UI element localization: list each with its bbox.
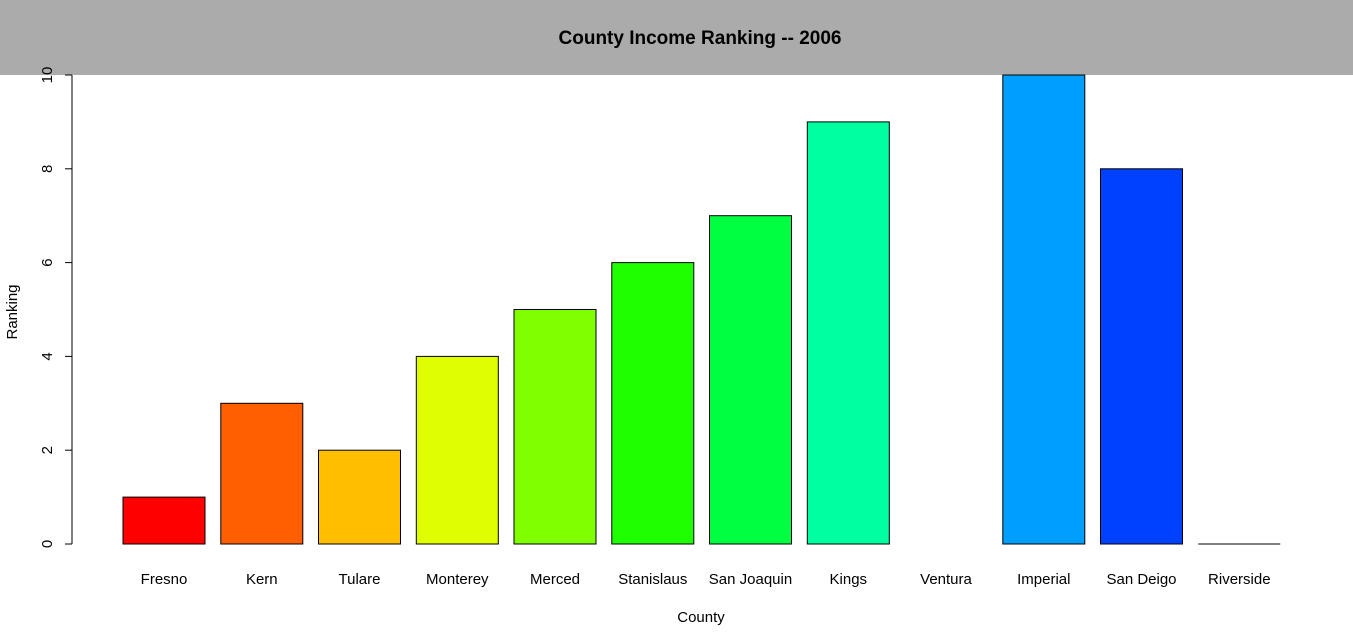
- y-tick-label: 6: [39, 258, 56, 266]
- x-tick-label: Fresno: [141, 571, 188, 588]
- x-tick-label: Monterey: [426, 571, 489, 588]
- x-tick-labels: Fresno Kern Tulare Monterey Merced Stanislaus…: [141, 571, 1271, 588]
- y-tick-label: 10: [39, 67, 56, 84]
- bar-kings: [806, 121, 890, 545]
- bar-san-joaquin: [709, 215, 792, 545]
- x-tick-label: Kings: [830, 571, 868, 588]
- y-axis-label: Ranking: [4, 284, 21, 339]
- y-tick-label: 0: [39, 540, 56, 548]
- bar-tulare: [318, 449, 401, 545]
- x-tick-label: San Deigo: [1106, 571, 1176, 588]
- y-tick-label: 2: [39, 446, 56, 454]
- y-tick-label: 4: [39, 352, 56, 360]
- y-axis: 0 2 4 6 8 10: [39, 67, 73, 548]
- x-tick-label: Merced: [530, 571, 580, 588]
- x-tick-label: Kern: [246, 571, 278, 588]
- title-band: [0, 0, 1353, 75]
- x-axis-label: County: [677, 609, 725, 626]
- x-tick-label: Tulare: [339, 571, 381, 588]
- bar-san-deigo: [1100, 168, 1183, 545]
- x-tick-label: Riverside: [1208, 571, 1271, 588]
- x-tick-label: Imperial: [1017, 571, 1070, 588]
- y-tick-label: 8: [39, 165, 56, 173]
- bar-stanislaus: [611, 262, 695, 545]
- x-tick-label: San Joaquin: [709, 571, 792, 588]
- x-tick-label: Stanislaus: [618, 571, 687, 588]
- bar-imperial: [1002, 74, 1086, 545]
- bar-monterey: [415, 355, 499, 545]
- chart-title: County Income Ranking -- 2006: [559, 28, 842, 49]
- bars-layer: [122, 74, 1281, 545]
- bar-kern: [220, 402, 304, 545]
- x-tick-label: Ventura: [920, 571, 972, 588]
- bar-merced: [513, 309, 597, 545]
- bar-fresno: [122, 496, 206, 545]
